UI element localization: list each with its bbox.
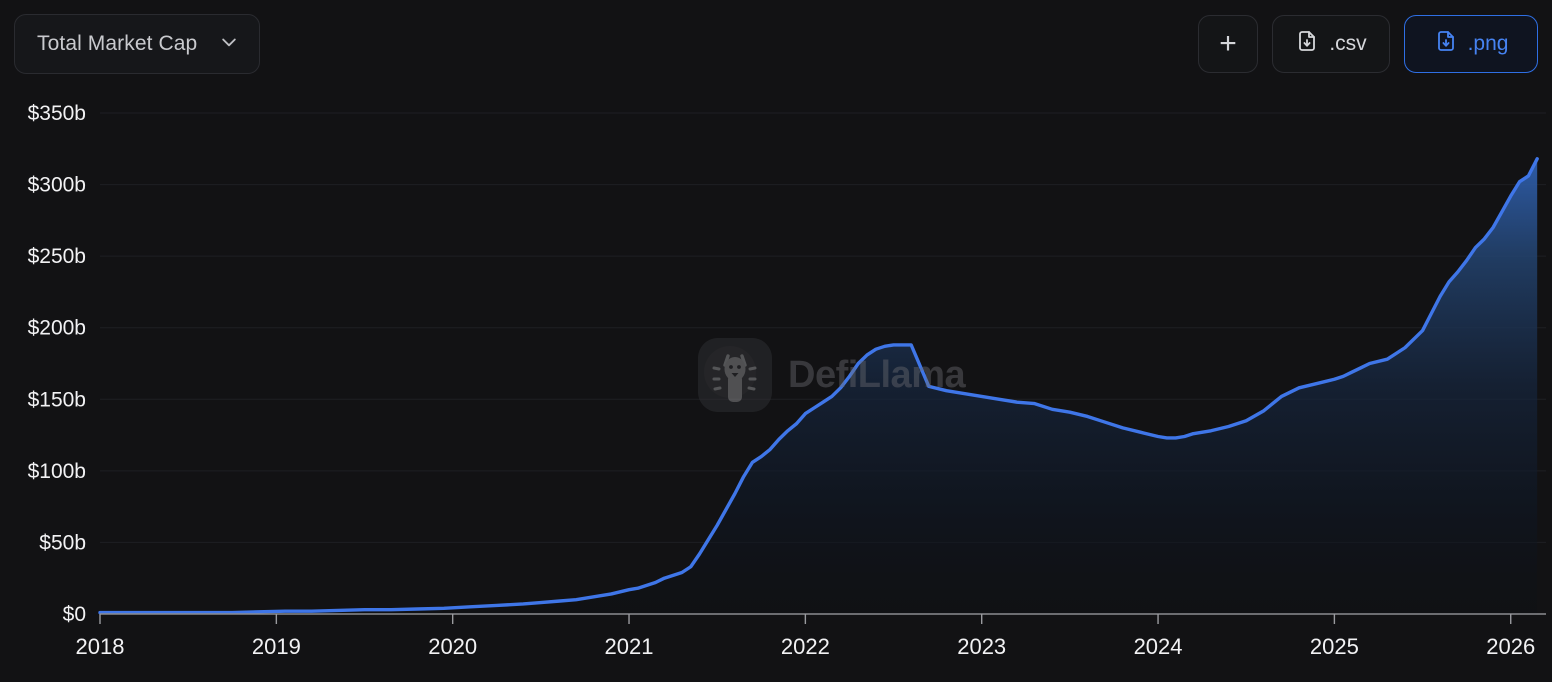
- y-axis-tick-label: $0: [63, 603, 86, 626]
- chevron-down-icon: [219, 32, 239, 57]
- y-axis-tick-label: $200b: [28, 317, 86, 340]
- metric-dropdown-label: Total Market Cap: [37, 32, 198, 55]
- y-axis-tick-label: $150b: [28, 388, 86, 411]
- x-axis-tick-label: 2024: [1134, 634, 1183, 659]
- metric-dropdown[interactable]: Total Market Cap: [14, 14, 261, 74]
- y-axis-tick-label: $250b: [28, 245, 86, 268]
- chart-toolbar: Total Market Cap +: [0, 0, 1552, 88]
- series-line: [98, 157, 1539, 615]
- market-cap-area-chart[interactable]: $350b $300b $250b $200b $150b $100b $50b $0 2018…: [0, 88, 1552, 682]
- area-fill: [100, 158, 1538, 614]
- plus-icon: +: [1219, 27, 1237, 60]
- y-axis-tick-label: $300b: [28, 174, 86, 197]
- file-download-icon: [1434, 29, 1458, 59]
- x-axis-tick-label: 2020: [428, 634, 477, 659]
- x-axis-tick-label: 2023: [957, 634, 1006, 659]
- y-axis-tick-label: $50b: [39, 531, 86, 554]
- download-csv-button[interactable]: .csv: [1272, 15, 1390, 73]
- y-axis-tick-label: $350b: [28, 102, 86, 125]
- x-axis-tick-label: 2018: [76, 634, 125, 659]
- x-axis-tick-label: 2026: [1486, 634, 1535, 659]
- download-csv-label: .csv: [1329, 32, 1367, 55]
- x-axis-tick-label: 2021: [605, 634, 654, 659]
- y-axis-tick-label: $100b: [28, 460, 86, 483]
- chart-area[interactable]: $350b $300b $250b $200b $150b $100b $50b $0 2018…: [0, 88, 1552, 682]
- download-png-button[interactable]: .png: [1404, 15, 1538, 73]
- x-axis-tick-label: 2025: [1310, 634, 1359, 659]
- x-axis-tick-label: 2022: [781, 634, 830, 659]
- chart-actions: + .csv: [1198, 15, 1538, 73]
- file-download-icon: [1295, 29, 1319, 59]
- download-png-label: .png: [1467, 32, 1509, 55]
- add-button[interactable]: +: [1198, 15, 1258, 73]
- x-axis-tick-label: 2019: [252, 634, 301, 659]
